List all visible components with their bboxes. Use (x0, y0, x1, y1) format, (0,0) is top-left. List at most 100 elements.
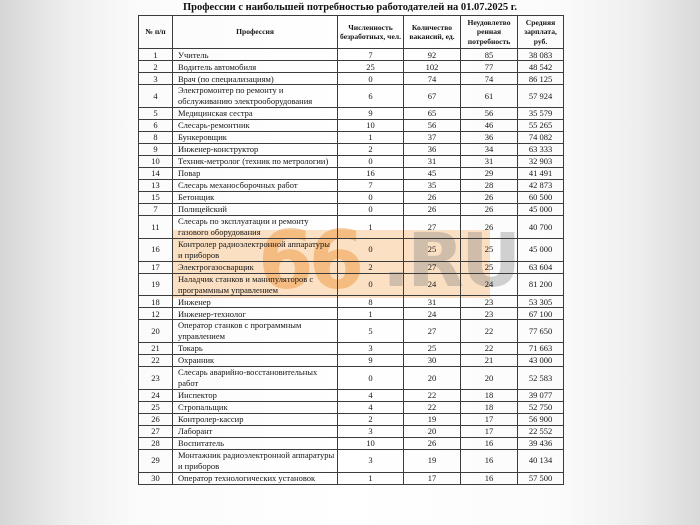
vacancies-count: 26 (403, 191, 461, 205)
average-salary: 57 924 (517, 84, 564, 109)
unmet-need: 16 (460, 448, 518, 473)
average-salary: 35 579 (517, 107, 564, 121)
unemployed-count: 0 (337, 191, 404, 205)
unmet-need: 23 (460, 307, 518, 321)
row-number: 20 (138, 319, 173, 344)
row-number: 6 (138, 119, 173, 133)
average-salary: 86 125 (517, 72, 564, 86)
unmet-need: 26 (460, 191, 518, 205)
average-salary: 53 305 (517, 295, 564, 309)
unmet-need: 61 (460, 84, 518, 109)
page-title: Профессии с наибольшей потребностью рабо… (183, 2, 517, 13)
profession-name: Контролер радиоэлектронной аппаратуры и … (172, 237, 338, 262)
vacancies-count: 22 (403, 400, 461, 414)
profession-name: Медицинская сестра (172, 107, 338, 121)
profession-name: Врач (по специализациям) (172, 72, 338, 86)
row-number: 23 (138, 366, 173, 390)
vacancies-count: 24 (403, 307, 461, 321)
average-salary: 60 500 (517, 191, 564, 205)
unemployed-count: 0 (337, 203, 404, 217)
unemployed-count: 8 (337, 295, 404, 309)
vacancies-count: 92 (403, 48, 461, 62)
unmet-need: 16 (460, 471, 518, 485)
profession-name: Учитель (172, 48, 338, 62)
row-number: 14 (138, 167, 173, 181)
vacancies-count: 102 (403, 60, 461, 74)
vacancies-count: 35 (403, 179, 461, 193)
profession-name: Слесарь по эксплуатации и ремонту газово… (172, 215, 338, 239)
col-header-avg-salary: Средняя зарплата, руб. (517, 14, 564, 50)
table-row: 24 Инспектор 4 22 18 39 077 (138, 388, 564, 402)
average-salary: 77 650 (517, 319, 564, 344)
unemployed-count: 7 (337, 179, 404, 193)
table-row: 22 Охранник 9 30 21 43 000 (138, 354, 564, 368)
unemployed-count: 10 (337, 119, 404, 133)
table-row: 3 Врач (по специализациям) 0 74 74 86 125 (138, 72, 564, 86)
row-number: 16 (138, 237, 173, 262)
unemployed-count: 0 (337, 272, 404, 297)
profession-name: Полицейский (172, 203, 338, 217)
table-row: 25 Стропальщик 4 22 18 52 750 (138, 400, 564, 414)
unmet-need: 22 (460, 342, 518, 356)
table-row: 28 Воспитатель 10 26 16 39 436 (138, 436, 564, 450)
table-row: 2 Водитель автомобиля 25 102 77 48 542 (138, 60, 564, 74)
table-row: 15 Бетонщик 0 26 26 60 500 (138, 191, 564, 205)
unmet-need: 18 (460, 400, 518, 414)
table-row: 29 Монтажник радиоэлектронной аппаратуры … (138, 448, 564, 473)
row-number: 21 (138, 342, 173, 356)
unmet-need: 85 (460, 48, 518, 62)
table-body: 1 Учитель 7 92 85 38 083 2 Водитель автомобиля 2… (138, 48, 564, 485)
profession-name: Слесарь аварийно-восстановительных работ (172, 366, 338, 390)
table-header: № п/п Профессия Численность безработных,… (138, 14, 564, 50)
table-row: 21 Токарь 3 25 22 71 663 (138, 342, 564, 356)
profession-name: Слесарь-ремонтник (172, 119, 338, 133)
average-salary: 74 082 (517, 131, 564, 145)
vacancies-count: 24 (403, 272, 461, 297)
unemployed-count: 10 (337, 436, 404, 450)
vacancies-count: 20 (403, 366, 461, 390)
average-salary: 40 700 (517, 215, 564, 239)
row-number: 26 (138, 412, 173, 426)
vacancies-count: 65 (403, 107, 461, 121)
average-salary: 22 552 (517, 424, 564, 438)
unemployed-count: 1 (337, 215, 404, 239)
header-row: № п/п Профессия Численность безработных,… (138, 14, 564, 50)
row-number: 25 (138, 400, 173, 414)
average-salary: 52 750 (517, 400, 564, 414)
vacancies-count: 20 (403, 424, 461, 438)
unmet-need: 20 (460, 366, 518, 390)
average-salary: 71 663 (517, 342, 564, 356)
unmet-need: 21 (460, 354, 518, 368)
unemployed-count: 0 (337, 237, 404, 262)
average-salary: 63 333 (517, 143, 564, 157)
row-number: 11 (138, 215, 173, 239)
unmet-need: 31 (460, 155, 518, 169)
vacancies-count: 17 (403, 471, 461, 485)
vacancies-count: 56 (403, 119, 461, 133)
table-row: 26 Контролер-кассир 2 19 17 56 900 (138, 412, 564, 426)
col-header-row-number: № п/п (138, 14, 173, 50)
unemployed-count: 3 (337, 448, 404, 473)
table-row: 30 Оператор технологических установок 1 17 1… (138, 471, 564, 485)
unmet-need: 77 (460, 60, 518, 74)
profession-name: Охранник (172, 354, 338, 368)
unmet-need: 25 (460, 260, 518, 274)
vacancies-count: 25 (403, 342, 461, 356)
vacancies-count: 26 (403, 436, 461, 450)
profession-name: Стропальщик (172, 400, 338, 414)
unemployed-count: 25 (337, 60, 404, 74)
profession-name: Монтажник радиоэлектронной аппаратуры и … (172, 448, 338, 473)
average-salary: 45 000 (517, 237, 564, 262)
unemployed-count: 16 (337, 167, 404, 181)
unemployed-count: 3 (337, 342, 404, 356)
vacancies-count: 30 (403, 354, 461, 368)
profession-name: Лаборант (172, 424, 338, 438)
profession-name: Водитель автомобиля (172, 60, 338, 74)
unemployed-count: 1 (337, 307, 404, 321)
unmet-need: 34 (460, 143, 518, 157)
unemployed-count: 0 (337, 72, 404, 86)
row-number: 22 (138, 354, 173, 368)
row-number: 17 (138, 260, 173, 274)
unemployed-count: 1 (337, 131, 404, 145)
unemployed-count: 0 (337, 366, 404, 390)
